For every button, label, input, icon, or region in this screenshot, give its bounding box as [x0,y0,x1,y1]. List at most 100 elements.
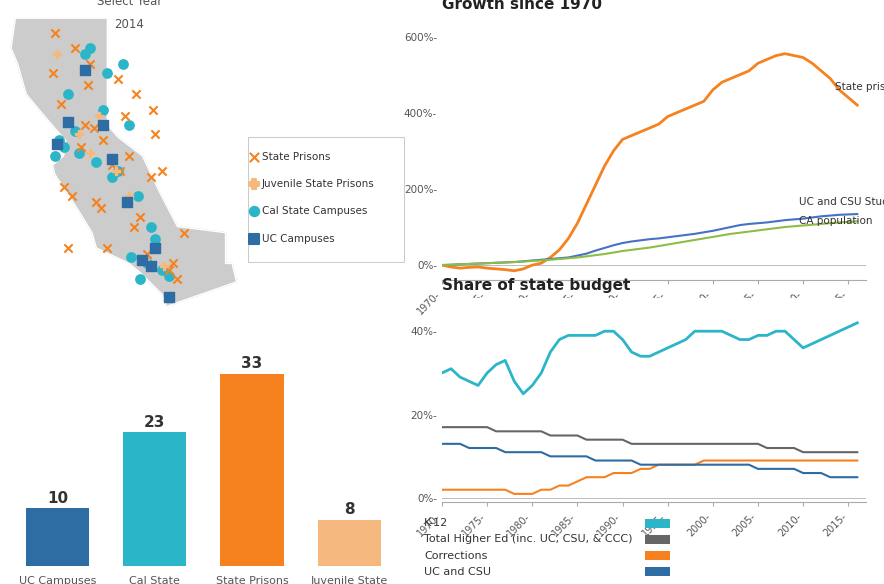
Point [171,274,185,283]
Point [83,59,97,68]
Point [95,105,110,114]
Point [46,68,60,78]
Point [149,234,163,244]
Point [177,228,191,237]
FancyBboxPatch shape [645,551,670,560]
Text: Growth since 1970: Growth since 1970 [442,0,602,12]
Point [50,50,64,59]
Point [118,111,132,120]
Text: 8: 8 [344,502,354,517]
Point [52,136,66,145]
Point [79,50,93,59]
Bar [317,520,381,566]
Text: UC and CSU: UC and CSU [424,566,492,576]
Point [89,157,103,166]
Point [104,154,118,164]
Point [109,166,123,176]
Bar [123,432,187,566]
Point [74,142,88,151]
Point [48,28,62,37]
Point [162,265,176,274]
Point [113,166,127,176]
Point [149,130,163,139]
Point [79,120,93,130]
Point [89,197,103,207]
Point [111,166,126,176]
Point [144,173,158,182]
Point [138,256,152,265]
Point [149,244,163,253]
Point [140,249,154,259]
Point [67,127,81,136]
Point [166,259,180,268]
Point [129,90,143,99]
Text: Select Year: Select Year [96,0,162,8]
FancyBboxPatch shape [645,567,670,576]
Text: 23: 23 [144,415,165,430]
Point [155,166,169,176]
Point [126,222,141,231]
Point [83,148,97,158]
Point [61,90,75,99]
Point [125,253,139,262]
Point [61,117,75,127]
Point [94,203,108,213]
Point [111,74,126,84]
Point [104,161,118,170]
Point [57,182,71,191]
Point [162,271,176,280]
Point [133,213,148,222]
Point [48,151,62,161]
Point [61,244,75,253]
Text: CA population: CA population [798,216,873,226]
Text: Cal State Campuses: Cal State Campuses [262,206,367,217]
Text: K-12: K-12 [424,518,448,529]
Text: Corrections: Corrections [424,551,488,561]
Point [95,136,110,145]
Point [65,191,80,200]
Point [100,244,114,253]
FancyBboxPatch shape [645,535,670,544]
Point [116,59,130,68]
Text: Total Higher Ed (inc. UC, CSU, & CCC): Total Higher Ed (inc. UC, CSU, & CCC) [424,534,633,544]
Text: State Prisons: State Prisons [262,152,331,162]
Point [155,265,169,274]
Point [162,293,176,302]
Bar [220,374,284,566]
Point [133,274,148,283]
Polygon shape [11,18,237,307]
Point [72,130,86,139]
Point [146,105,160,114]
FancyBboxPatch shape [645,519,670,528]
Point [79,65,93,74]
Point [120,197,134,207]
Point [157,262,171,271]
Point [247,207,261,216]
Text: UC and CSU Students: UC and CSU Students [798,197,884,207]
Text: Juvenile State Prisons: Juvenile State Prisons [262,179,375,189]
Point [50,139,64,148]
Point [83,44,97,53]
Point [131,191,145,200]
Point [144,222,158,231]
Bar [26,508,89,566]
Point [135,256,149,265]
Text: 2014: 2014 [114,18,144,30]
Text: 10: 10 [47,491,68,506]
Point [144,262,158,271]
Text: State prisoners: State prisoners [834,82,884,92]
Point [104,173,118,182]
Point [80,81,95,90]
Text: Share of state budget: Share of state budget [442,277,630,293]
Point [247,179,261,189]
Point [95,120,110,130]
Point [92,111,106,120]
Point [54,99,68,108]
Point [57,142,71,151]
Point [122,120,136,130]
Text: 33: 33 [241,356,263,371]
Point [100,68,114,78]
Point [122,151,136,161]
Point [67,44,81,53]
Point [247,152,261,161]
